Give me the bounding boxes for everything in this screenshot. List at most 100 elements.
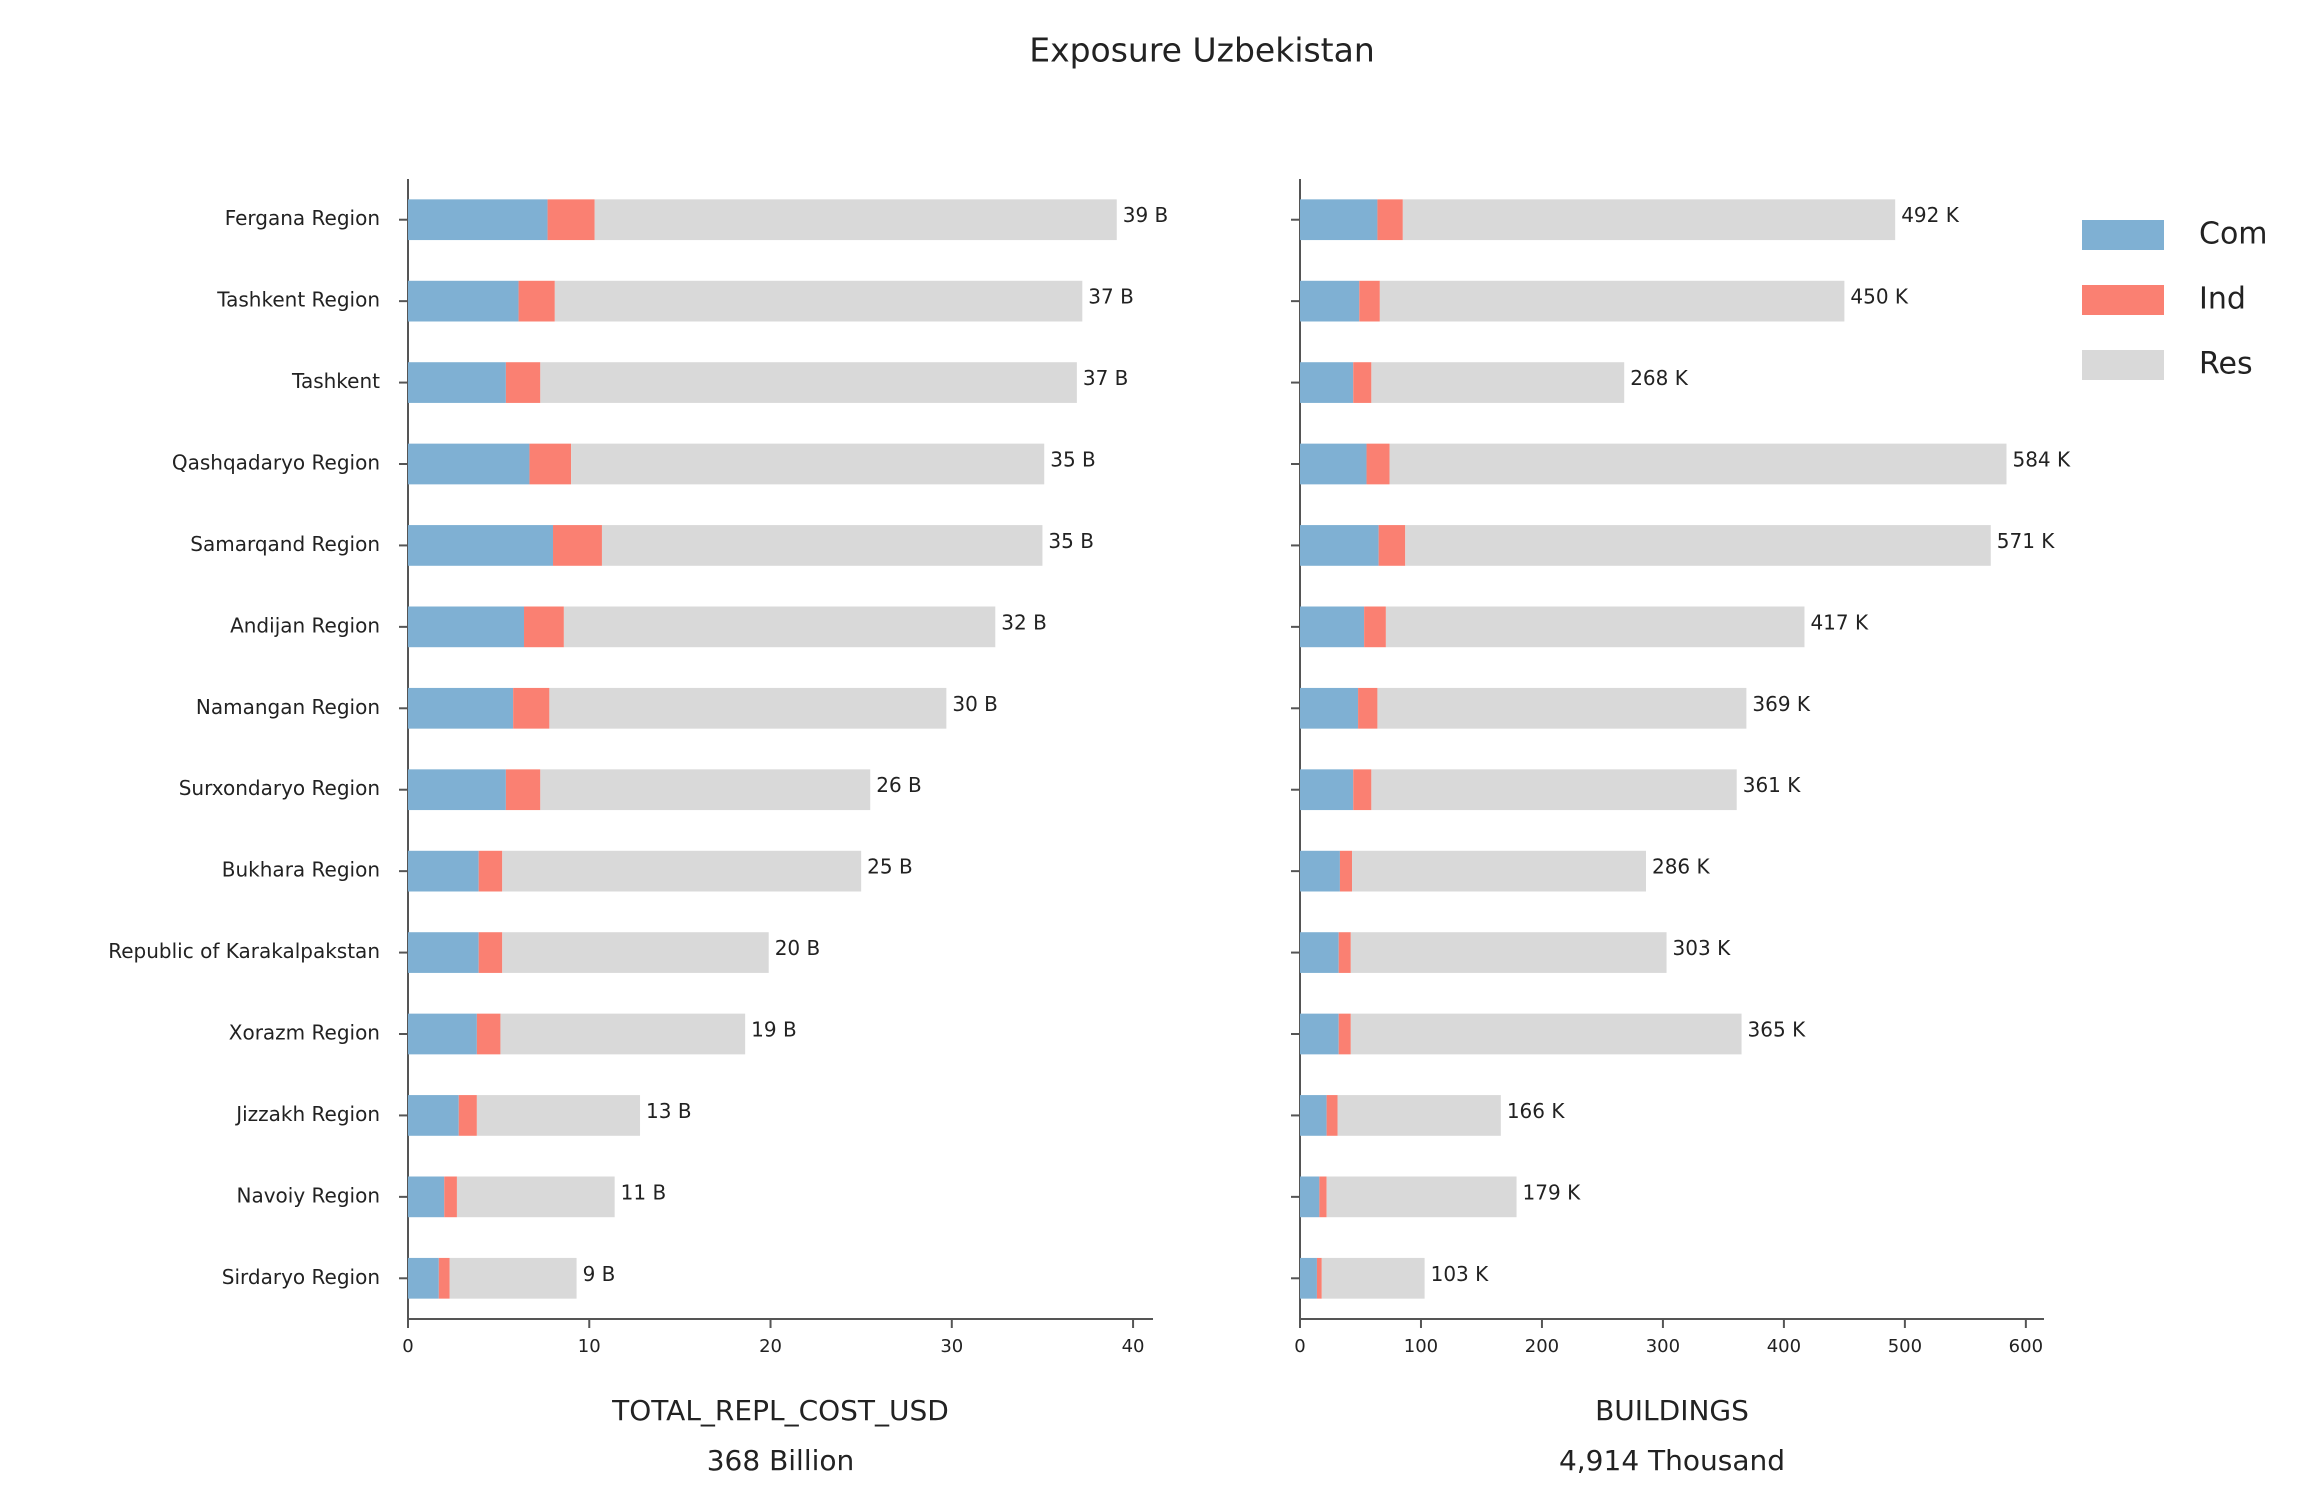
- bar-segment: [1352, 850, 1646, 892]
- y-tick-label: Jizzakh Region: [234, 1102, 380, 1126]
- x-axis-label: BUILDINGS: [1595, 1394, 1749, 1427]
- bar-segment: [524, 606, 564, 648]
- x-tick-label: 400: [1767, 1336, 1801, 1357]
- x-axis-note: 368 Billion: [707, 1444, 855, 1477]
- bar-segment: [1364, 606, 1386, 648]
- x-tick-label: 30: [940, 1336, 963, 1357]
- bar-segment: [529, 443, 572, 485]
- bar-segment: [1300, 1095, 1327, 1136]
- bar-segment: [408, 606, 525, 648]
- legend-swatch: [2082, 350, 2164, 380]
- bar-segment: [1300, 443, 1367, 485]
- bar-segment: [1378, 525, 1406, 566]
- bar-segment: [549, 687, 947, 729]
- bar-segment: [408, 199, 548, 241]
- x-tick-label: 20: [759, 1336, 782, 1357]
- total-label: 25 B: [867, 855, 913, 879]
- total-label: 571 K: [1997, 529, 2056, 553]
- total-label: 361 K: [1743, 773, 1802, 797]
- total-label: 492 K: [1901, 203, 1960, 227]
- bar-segment: [1300, 769, 1354, 811]
- bar-segment: [505, 769, 541, 811]
- bar-segment: [1300, 1013, 1339, 1055]
- bar-segment: [505, 362, 541, 403]
- bar-segment: [1385, 606, 1805, 648]
- bar-segment: [1300, 1257, 1317, 1299]
- bar-segment: [547, 199, 595, 241]
- bar-segment: [408, 1013, 477, 1055]
- total-label: 35 B: [1050, 448, 1096, 472]
- bar-segment: [1371, 769, 1737, 811]
- y-tick-label: Navoiy Region: [236, 1183, 380, 1207]
- bar-segment: [1353, 769, 1372, 811]
- total-label: 39 B: [1123, 203, 1169, 227]
- bar-segment: [1359, 280, 1380, 322]
- bar-segment: [1300, 525, 1379, 566]
- bar-segment: [1353, 362, 1372, 403]
- bar-segment: [1379, 280, 1845, 322]
- x-axis-label: TOTAL_REPL_COST_USD: [611, 1394, 949, 1427]
- x-tick-label: 0: [402, 1336, 413, 1357]
- bar-segment: [1316, 1257, 1322, 1299]
- total-label: 11 B: [621, 1180, 667, 1204]
- bar-segment: [1377, 199, 1403, 241]
- total-label: 30 B: [952, 692, 998, 716]
- bar-segment: [408, 443, 530, 485]
- bar-segment: [476, 1013, 501, 1055]
- bar-segment: [456, 1176, 615, 1218]
- total-label: 268 K: [1630, 366, 1689, 390]
- x-tick-label: 10: [578, 1336, 601, 1357]
- bar-segment: [518, 280, 555, 322]
- total-label: 417 K: [1810, 610, 1869, 634]
- total-label: 19 B: [751, 1018, 797, 1042]
- bar-segment: [1339, 850, 1353, 892]
- bar-segment: [594, 199, 1117, 241]
- total-label: 450 K: [1850, 285, 1909, 309]
- bar-segment: [444, 1176, 457, 1218]
- bar-segment: [502, 850, 862, 892]
- bar-segment: [449, 1257, 577, 1299]
- total-label: 584 K: [2012, 448, 2071, 472]
- legend-label: Com: [2199, 217, 2268, 252]
- bar-segment: [554, 280, 1083, 322]
- total-label: 179 K: [1523, 1180, 1582, 1204]
- bar-segment: [1350, 1013, 1742, 1055]
- total-label: 9 B: [583, 1262, 616, 1286]
- y-tick-label: Andijan Region: [230, 613, 380, 637]
- bar-segment: [1300, 687, 1359, 729]
- bar-segment: [1300, 199, 1378, 241]
- bar-segment: [408, 769, 506, 811]
- bar-segment: [1326, 1095, 1338, 1136]
- y-tick-label: Sirdaryo Region: [222, 1265, 380, 1289]
- bar-segment: [1389, 443, 2007, 485]
- y-tick-label: Xorazm Region: [229, 1021, 380, 1045]
- bar-segment: [571, 443, 1045, 485]
- bar-segment: [502, 932, 769, 973]
- bar-segment: [476, 1095, 641, 1136]
- bar-segment: [563, 606, 996, 648]
- bar-segment: [1337, 1095, 1501, 1136]
- bar-segment: [1338, 1013, 1351, 1055]
- bar-segment: [513, 687, 550, 729]
- bar-segment: [408, 850, 479, 892]
- bar-segment: [500, 1013, 746, 1055]
- y-tick-label: Tashkent: [291, 369, 380, 393]
- total-label: 32 B: [1001, 610, 1047, 634]
- y-tick-label: Bukhara Region: [222, 858, 380, 882]
- bar-segment: [540, 769, 871, 811]
- y-tick-label: Republic of Karakalpakstan: [108, 939, 380, 963]
- x-axis-note: 4,914 Thousand: [1559, 1444, 1785, 1477]
- bar-segment: [1405, 525, 1991, 566]
- y-tick-label: Tashkent Region: [216, 288, 380, 312]
- total-label: 303 K: [1673, 936, 1732, 960]
- total-label: 369 K: [1752, 692, 1811, 716]
- bar-segment: [478, 932, 503, 973]
- legend-label: Res: [2199, 347, 2253, 382]
- total-label: 35 B: [1048, 529, 1094, 553]
- bar-segment: [408, 1176, 445, 1218]
- y-tick-label: Samarqand Region: [190, 532, 380, 556]
- bar-segment: [408, 687, 514, 729]
- bar-segment: [1300, 362, 1354, 403]
- legend-swatch: [2082, 220, 2164, 250]
